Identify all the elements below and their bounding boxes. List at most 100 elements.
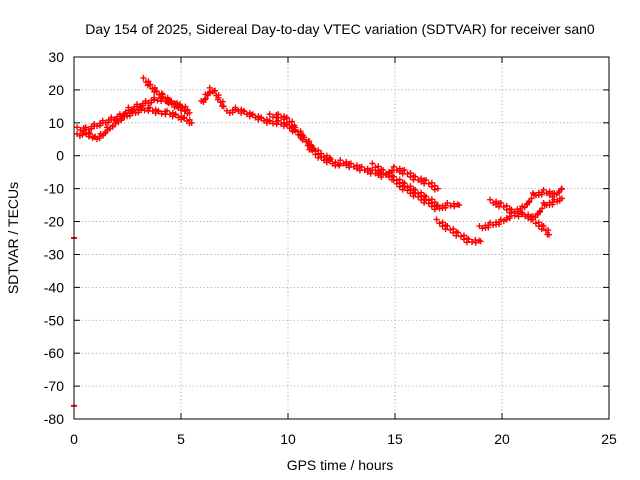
data-point <box>372 164 379 171</box>
data-point <box>348 160 354 167</box>
data-point <box>266 117 273 124</box>
data-point <box>109 123 116 130</box>
data-point <box>436 220 443 227</box>
data-point <box>431 186 438 193</box>
data-point <box>79 131 86 138</box>
data-point <box>122 110 129 117</box>
data-point <box>390 163 397 170</box>
y-tick-label: 20 <box>48 82 64 98</box>
data-point <box>472 239 479 246</box>
data-point <box>555 189 562 196</box>
data-point <box>86 130 93 137</box>
data-point <box>166 97 173 104</box>
data-point <box>410 193 417 200</box>
data-point <box>451 203 458 210</box>
data-point <box>404 187 411 194</box>
data-point <box>558 195 565 202</box>
data-point <box>151 94 158 101</box>
data-point <box>114 115 121 122</box>
data-point <box>415 194 422 201</box>
y-tick-label: 30 <box>48 49 64 65</box>
data-point <box>465 236 472 243</box>
data-point <box>146 81 153 88</box>
data-point <box>312 151 319 158</box>
data-point <box>337 157 344 164</box>
data-point <box>425 200 432 207</box>
data-point <box>326 157 333 164</box>
data-point <box>292 124 299 131</box>
data-point <box>421 199 428 206</box>
data-point <box>538 226 545 233</box>
data-point <box>404 170 411 177</box>
data-point <box>401 167 408 174</box>
data-point <box>528 195 535 202</box>
chart-title: Day 154 of 2025, Sidereal Day-to-day VTE… <box>85 21 595 37</box>
data-point <box>515 213 522 220</box>
data-point <box>517 208 524 215</box>
x-tick-label: 0 <box>70 431 78 447</box>
data-point <box>532 220 539 227</box>
data-point <box>383 170 390 177</box>
data-point <box>275 111 282 118</box>
y-tick-label: 0 <box>56 148 64 164</box>
data-point <box>220 103 227 110</box>
data-point <box>540 223 547 230</box>
data-point <box>393 180 400 187</box>
data-point <box>219 98 226 105</box>
x-tick-label: 20 <box>494 431 510 447</box>
data-point <box>105 119 112 126</box>
data-point <box>309 147 316 154</box>
data-point <box>270 113 277 120</box>
data-point <box>178 104 185 111</box>
data-point <box>455 229 461 236</box>
x-tick-label: 15 <box>387 431 403 447</box>
data-point <box>229 109 236 116</box>
data-point <box>456 202 463 209</box>
data-point <box>558 185 565 192</box>
data-points <box>71 74 565 407</box>
data-point <box>487 196 494 203</box>
data-point <box>315 154 322 161</box>
data-point <box>172 111 179 118</box>
data-point <box>477 238 484 245</box>
data-point <box>444 223 451 230</box>
data-point <box>422 176 429 183</box>
x-axis-label: GPS time / hours <box>287 457 394 473</box>
data-point <box>428 183 435 190</box>
data-point <box>300 134 307 141</box>
data-point <box>206 84 213 91</box>
data-point <box>442 204 449 211</box>
data-point <box>431 206 438 213</box>
data-point <box>131 106 138 113</box>
data-point <box>444 199 451 206</box>
data-point <box>249 111 256 118</box>
x-tick-label: 5 <box>177 431 185 447</box>
x-tick-label: 10 <box>280 431 296 447</box>
data-point <box>96 122 103 129</box>
data-point <box>540 186 547 193</box>
data-point <box>506 215 513 222</box>
data-point <box>525 199 532 206</box>
data-point <box>412 173 419 180</box>
y-tick-label: -10 <box>44 181 64 197</box>
data-point <box>506 209 513 216</box>
data-point <box>390 176 397 183</box>
y-tick-label: -60 <box>44 345 64 361</box>
data-point <box>539 205 546 212</box>
data-point <box>102 130 109 137</box>
data-point <box>538 191 545 198</box>
data-point <box>159 91 166 98</box>
data-point <box>275 117 282 124</box>
data-point <box>211 88 218 95</box>
data-point <box>153 88 160 95</box>
data-point <box>378 170 385 177</box>
data-point <box>146 104 153 111</box>
data-point <box>500 203 507 210</box>
data-point <box>270 120 277 127</box>
data-point <box>380 167 387 174</box>
data-point <box>549 193 556 200</box>
data-point <box>188 119 195 126</box>
data-point <box>434 185 441 192</box>
data-point <box>536 209 543 216</box>
